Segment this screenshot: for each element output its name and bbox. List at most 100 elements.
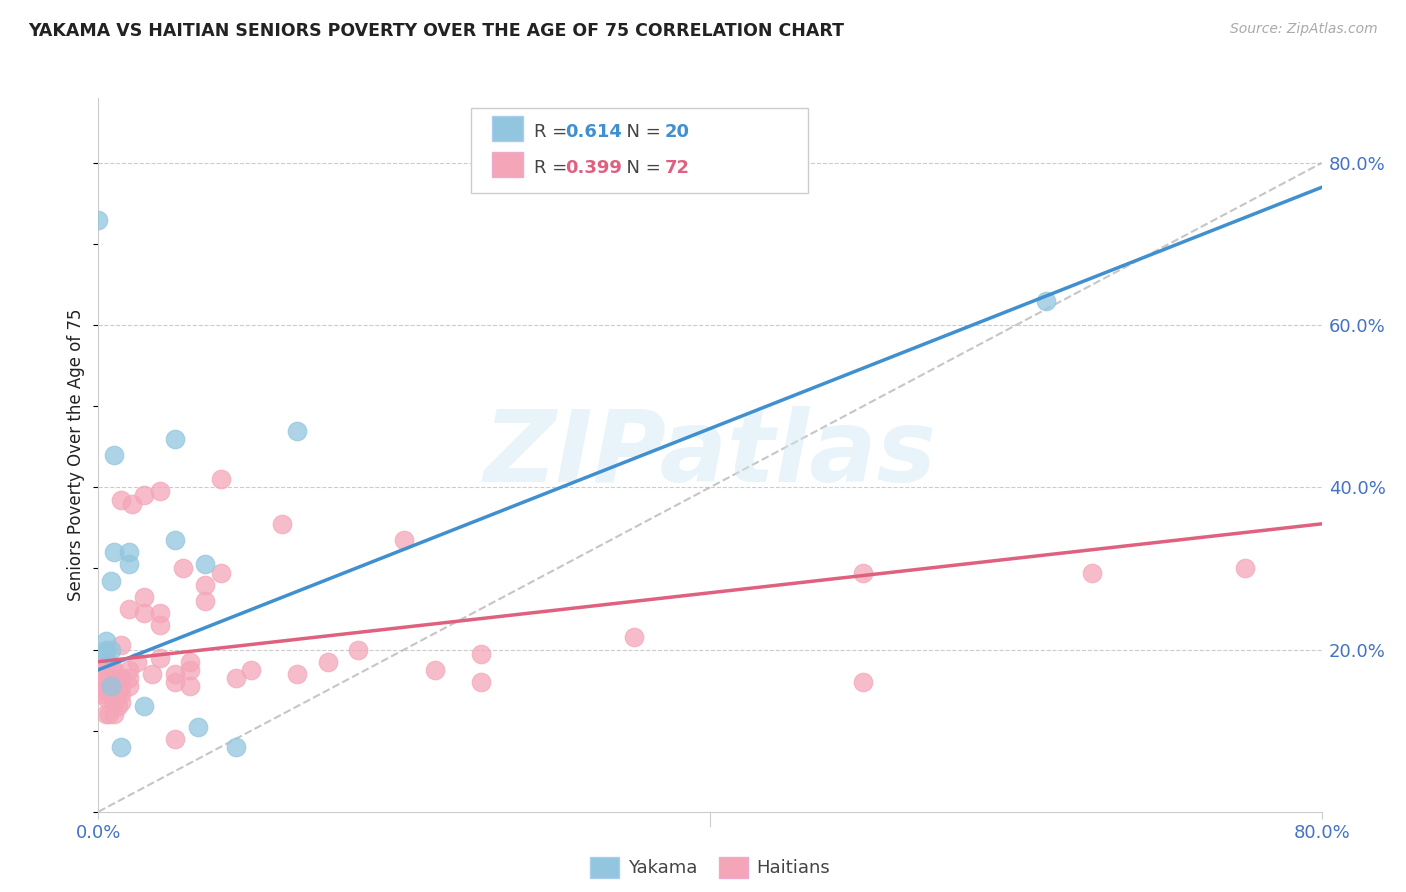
Point	[110, 679, 132, 693]
Point	[423, 663, 446, 677]
Point	[163, 666, 186, 681]
Point	[98, 679, 121, 693]
Text: N =: N =	[616, 123, 666, 141]
Point	[94, 655, 117, 669]
Point	[172, 561, 194, 575]
Text: 0.614: 0.614	[565, 123, 621, 141]
Point	[103, 448, 125, 462]
Point	[285, 424, 308, 438]
Point	[187, 720, 209, 734]
Point	[107, 683, 129, 698]
Point	[103, 545, 125, 559]
Point	[1234, 561, 1257, 575]
Point	[107, 699, 129, 714]
Point	[163, 533, 186, 547]
Point	[179, 679, 201, 693]
Point	[94, 675, 117, 690]
Point	[98, 707, 121, 722]
Point	[179, 663, 201, 677]
Point	[103, 675, 125, 690]
Point	[94, 707, 117, 722]
Point	[118, 679, 141, 693]
Point	[110, 695, 132, 709]
Point	[149, 484, 172, 499]
Point	[134, 488, 156, 502]
Point	[118, 558, 141, 572]
Point	[101, 663, 124, 677]
Point	[91, 687, 114, 701]
Point	[103, 695, 125, 709]
Point	[118, 671, 141, 685]
Point	[100, 642, 122, 657]
Point	[100, 687, 122, 701]
Point	[225, 739, 247, 754]
Point	[134, 699, 156, 714]
Point	[347, 642, 370, 657]
Point	[125, 655, 148, 669]
Point	[225, 671, 247, 685]
Point	[194, 594, 217, 608]
Point	[110, 687, 132, 701]
Point	[91, 663, 114, 677]
Text: 0.399: 0.399	[565, 159, 621, 177]
Legend: Yakama, Haitians: Yakama, Haitians	[582, 849, 838, 885]
Point	[118, 545, 141, 559]
Point	[316, 655, 339, 669]
Point	[110, 671, 132, 685]
Point	[100, 574, 122, 588]
Point	[1081, 566, 1104, 580]
Point	[163, 675, 186, 690]
Point	[94, 634, 117, 648]
Point	[134, 590, 156, 604]
Point	[100, 679, 122, 693]
Point	[87, 212, 110, 227]
Point	[100, 671, 122, 685]
Point	[141, 666, 163, 681]
Point	[94, 691, 117, 706]
Point	[110, 639, 132, 653]
Text: 72: 72	[665, 159, 689, 177]
Point	[105, 675, 128, 690]
Point	[209, 472, 232, 486]
Point	[470, 647, 492, 661]
Point	[105, 687, 128, 701]
Point	[270, 516, 292, 531]
Point	[194, 577, 217, 591]
Point	[392, 533, 416, 547]
Point	[110, 492, 132, 507]
Point	[100, 679, 122, 693]
Point	[852, 675, 875, 690]
Point	[285, 666, 308, 681]
Point	[91, 675, 114, 690]
Point	[94, 647, 117, 661]
Text: 20: 20	[665, 123, 689, 141]
Point	[163, 432, 186, 446]
Point	[209, 566, 232, 580]
Point	[105, 679, 128, 693]
Point	[179, 655, 201, 669]
Point	[240, 663, 263, 677]
Point	[163, 731, 186, 746]
Point	[118, 602, 141, 616]
Point	[94, 642, 117, 657]
Point	[1035, 293, 1057, 308]
Text: Source: ZipAtlas.com: Source: ZipAtlas.com	[1230, 22, 1378, 37]
Y-axis label: Seniors Poverty Over the Age of 75: Seniors Poverty Over the Age of 75	[67, 309, 86, 601]
Point	[852, 566, 875, 580]
Text: ZIPatlas: ZIPatlas	[484, 407, 936, 503]
Point	[94, 683, 117, 698]
Point	[149, 606, 172, 620]
Point	[470, 675, 492, 690]
Point	[103, 663, 125, 677]
Point	[118, 663, 141, 677]
Point	[194, 558, 217, 572]
Point	[103, 707, 125, 722]
Text: YAKAMA VS HAITIAN SENIORS POVERTY OVER THE AGE OF 75 CORRELATION CHART: YAKAMA VS HAITIAN SENIORS POVERTY OVER T…	[28, 22, 844, 40]
Text: R =: R =	[534, 159, 572, 177]
Point	[93, 658, 115, 673]
Point	[110, 739, 132, 754]
Point	[149, 618, 172, 632]
Text: N =: N =	[616, 159, 666, 177]
Point	[121, 497, 143, 511]
Point	[623, 631, 645, 645]
